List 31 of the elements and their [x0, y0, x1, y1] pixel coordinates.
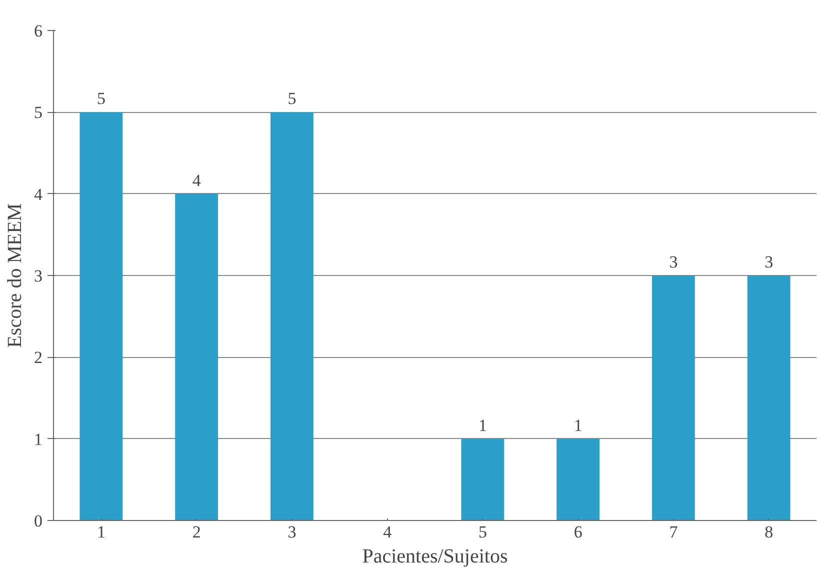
x-tick-label: 6: [574, 522, 582, 542]
x-tick-label: 7: [669, 522, 678, 542]
y-tick-label: 4: [34, 184, 43, 204]
y-tick-label: 3: [34, 266, 42, 286]
bar: [270, 112, 314, 520]
bar: [652, 276, 695, 520]
bar: [175, 194, 218, 520]
data-label: 5: [288, 89, 296, 108]
x-tick-label: 4: [383, 522, 392, 542]
bar: [461, 438, 504, 520]
data-label: 5: [96, 89, 106, 108]
data-label: 3: [764, 252, 774, 272]
y-tick-label: 2: [34, 348, 42, 368]
x-tick-label: 8: [764, 522, 774, 542]
data-label: 4: [192, 170, 202, 190]
bar: [80, 112, 123, 520]
data-label: 3: [669, 252, 678, 272]
y-tick-label: 1: [34, 430, 42, 449]
y-tick-label: 0: [34, 512, 42, 530]
y-tick-label: 5: [34, 103, 42, 122]
bar: [747, 276, 790, 520]
x-axis-title: Pacientes/Sujeitos: [362, 546, 508, 568]
x-tick-label: 2: [192, 522, 201, 542]
y-tick-label: 6: [34, 22, 42, 40]
x-tick-label: 3: [288, 522, 296, 542]
bar: [556, 438, 600, 520]
x-tick-label: 5: [478, 522, 487, 542]
y-axis-title: Escore do MEEM: [4, 203, 26, 348]
x-tick-label: 1: [96, 522, 106, 542]
data-label: 1: [574, 416, 582, 435]
data-label: 1: [478, 416, 487, 435]
